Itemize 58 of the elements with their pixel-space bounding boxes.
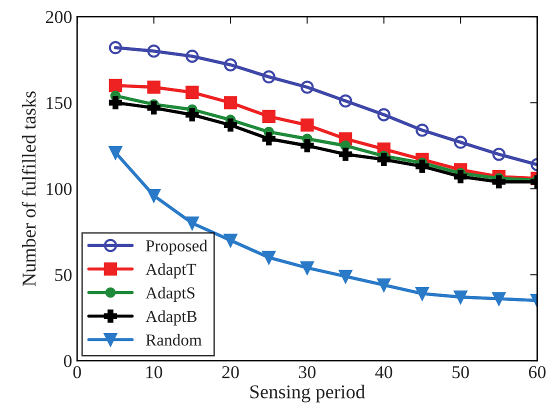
- y-tick-label: 100: [46, 182, 72, 196]
- point: [147, 101, 160, 114]
- point: [416, 287, 429, 300]
- point: [224, 118, 238, 132]
- point: [186, 50, 199, 63]
- x-tick-label: 60: [528, 366, 546, 378]
- y-tick-label: 200: [46, 10, 72, 24]
- point: [186, 86, 199, 99]
- legend-label: Random: [146, 334, 202, 346]
- point: [262, 110, 276, 124]
- point: [377, 152, 390, 166]
- point: [108, 78, 122, 92]
- y-tick-label: 150: [46, 96, 72, 110]
- point: [338, 270, 352, 284]
- point: [224, 96, 238, 110]
- point: [224, 234, 238, 247]
- point: [147, 44, 160, 58]
- legend-label: AdaptS: [146, 286, 194, 302]
- point: [186, 216, 199, 230]
- point: [492, 175, 506, 188]
- point: [262, 250, 276, 264]
- point: [454, 290, 468, 304]
- y-tick-label: 0: [64, 354, 72, 368]
- point: [454, 136, 468, 149]
- point: [338, 94, 352, 108]
- point: [300, 139, 314, 152]
- point: [147, 188, 160, 202]
- legend-label: Proposed: [146, 240, 208, 255]
- y-axis-title: Number of fulfilled tasks: [22, 91, 36, 286]
- point: [108, 146, 122, 160]
- x-tick-label: 30: [299, 366, 316, 378]
- point: [300, 80, 314, 94]
- point: [492, 148, 506, 161]
- point: [377, 108, 390, 122]
- x-tick-label: 50: [452, 366, 469, 378]
- point: [454, 170, 468, 184]
- x-tick-label: 0: [73, 366, 81, 378]
- point: [416, 124, 429, 137]
- x-tick-label: 10: [146, 366, 162, 378]
- point: [300, 118, 314, 132]
- x-tick-label: 20: [222, 366, 239, 378]
- legend-label: AdaptT: [146, 263, 196, 278]
- point: [338, 148, 352, 161]
- legend-label: AdaptB: [146, 310, 197, 326]
- point: [108, 96, 122, 110]
- x-axis-title: Sensing period: [250, 384, 366, 402]
- point: [186, 108, 199, 122]
- point: [224, 58, 238, 72]
- point: [377, 278, 390, 292]
- point: [147, 80, 160, 94]
- point: [300, 261, 314, 274]
- point: [492, 292, 506, 306]
- point: [262, 70, 276, 84]
- x-tick-label: 40: [375, 366, 392, 378]
- point: [108, 41, 122, 54]
- y-tick-label: 50: [55, 268, 72, 282]
- point: [262, 132, 276, 146]
- point: [416, 160, 429, 173]
